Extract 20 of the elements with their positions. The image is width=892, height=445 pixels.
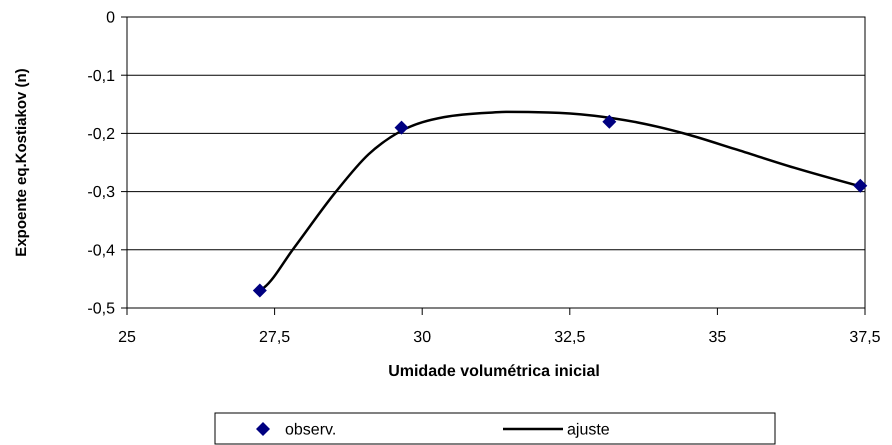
y-tick-label: 0 <box>106 10 116 27</box>
y-tick-label: -0,3 <box>87 184 116 202</box>
legend-label: observ. <box>285 422 336 439</box>
x-tick-label: 27,5 <box>259 329 290 346</box>
legend-label: ajuste <box>567 422 610 439</box>
x-tick-label: 30 <box>413 329 432 346</box>
y-tick-label: -0,1 <box>87 68 116 85</box>
y-tick-label: -0,2 <box>87 126 116 143</box>
y-tick-label: -0,4 <box>87 242 116 260</box>
point <box>252 284 267 298</box>
point <box>394 120 409 135</box>
x-tick-label: 32,5 <box>554 329 586 346</box>
point <box>853 178 868 193</box>
point <box>602 114 616 129</box>
x-tick-label: 25 <box>118 329 136 346</box>
x-tick-label: 37,5 <box>849 329 881 346</box>
y-tick-label: -0,5 <box>87 300 116 318</box>
y-axis-title: Expoente eq.Kostiakov (n) <box>13 68 30 257</box>
x-axis-title: Umidade volumétrica inicial <box>388 363 600 380</box>
x-tick-label: 35 <box>708 329 726 346</box>
